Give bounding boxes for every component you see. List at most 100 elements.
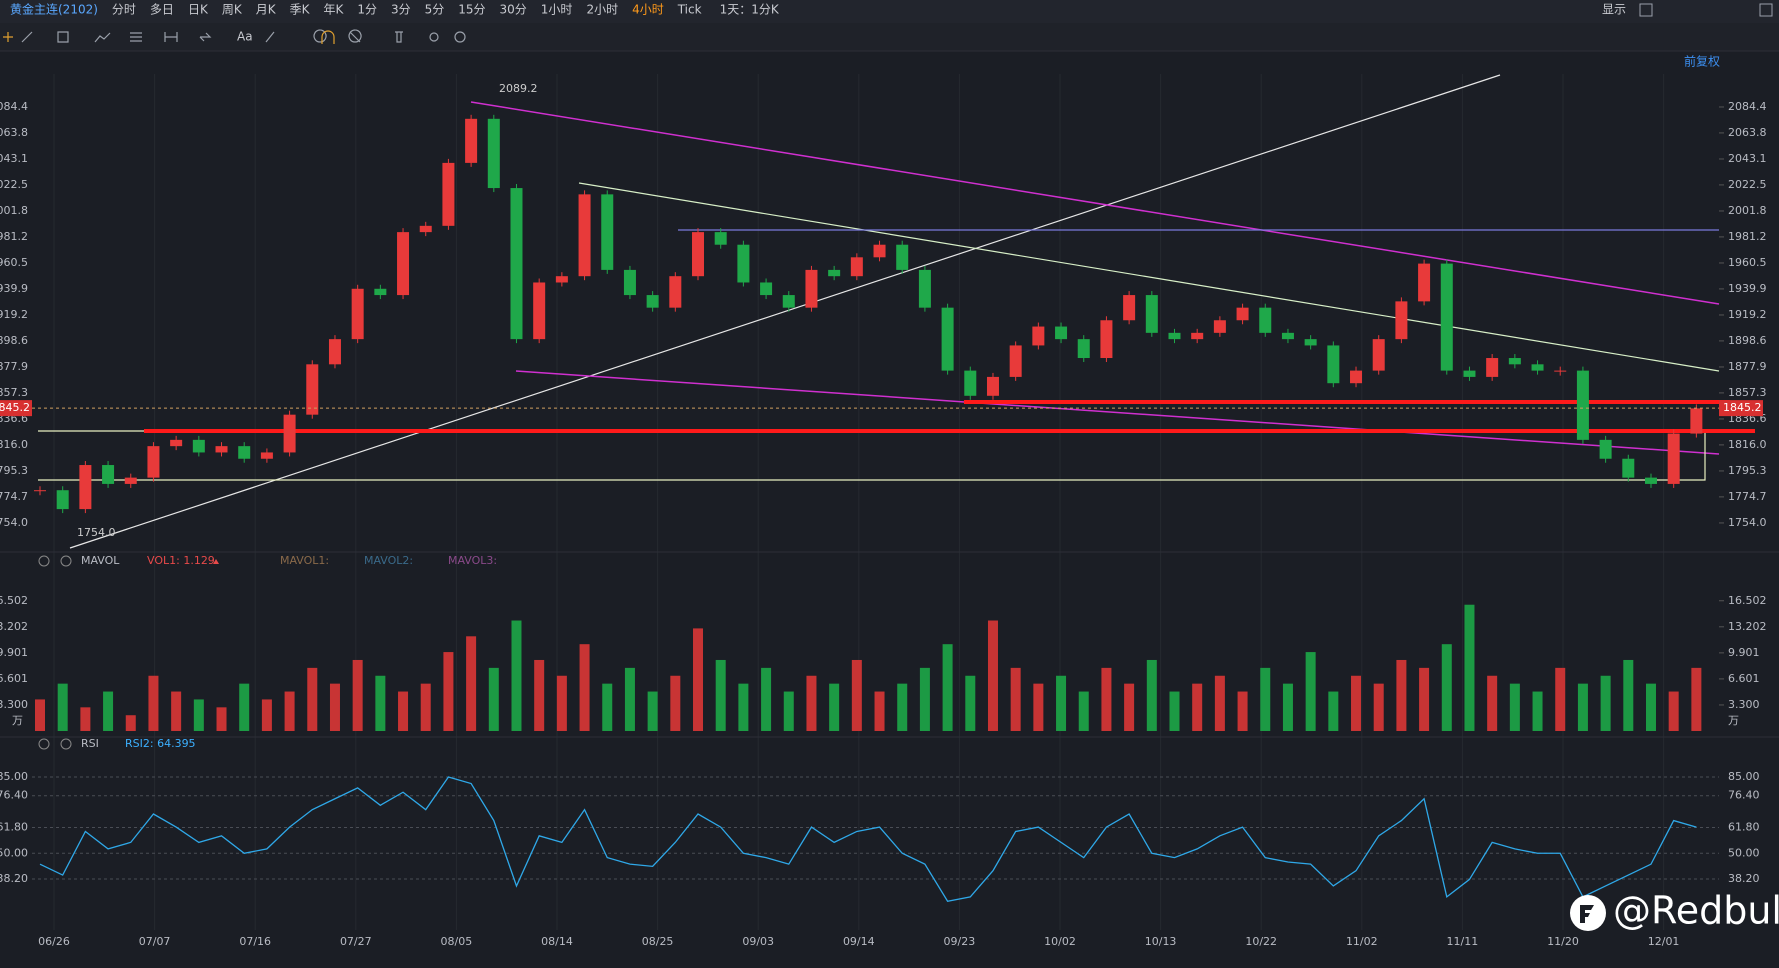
candle <box>555 276 568 283</box>
period-button[interactable]: 1小时 <box>541 3 573 17</box>
y-tick-label: 2063.8 <box>0 126 28 139</box>
candle <box>419 225 432 233</box>
volume-bar <box>148 675 159 731</box>
volume-bar <box>1305 652 1316 731</box>
y-tick-label: 1774.7 <box>0 490 28 503</box>
volume-name[interactable]: MAVOL <box>81 554 120 567</box>
y-tick-label: 1857.3 <box>0 386 28 399</box>
settings-icon[interactable] <box>38 738 50 750</box>
date-label: 06/26 <box>38 935 70 948</box>
candle <box>1009 345 1022 377</box>
period-button[interactable]: 30分 <box>500 3 527 17</box>
candle <box>487 118 500 189</box>
volume-bar <box>1328 691 1339 731</box>
y-tick-label: 2043.1 <box>0 152 28 165</box>
y-tick-label: 1754.0 <box>0 516 28 529</box>
volume-bar <box>693 628 704 731</box>
text-tool[interactable]: Aa <box>237 30 253 44</box>
candle <box>124 477 137 484</box>
volume-bar <box>1623 659 1634 731</box>
volume-bar <box>1237 691 1248 731</box>
period-button[interactable]: 1分 <box>357 3 377 17</box>
volume-bar <box>1033 683 1044 731</box>
y-tick-label: 3.300 <box>1728 698 1760 711</box>
display-menu[interactable]: 显示 <box>1602 3 1626 17</box>
period-button[interactable]: 分时 <box>112 3 136 17</box>
candle <box>328 339 341 365</box>
period-button[interactable]: 年K <box>323 3 344 17</box>
candle <box>896 244 909 270</box>
date-label: 11/02 <box>1346 935 1378 948</box>
period-button[interactable]: 5分 <box>425 3 445 17</box>
y-tick-label: 2001.8 <box>1728 204 1767 217</box>
period-button[interactable]: 4小时 <box>632 3 664 17</box>
candle <box>1644 477 1657 484</box>
volume-bar <box>1373 683 1384 731</box>
date-label: 11/20 <box>1547 935 1579 948</box>
y-tick-label: 2022.5 <box>0 178 28 191</box>
volume-bar <box>1351 675 1362 731</box>
volume-bar <box>1214 675 1225 731</box>
volume-bar <box>80 707 91 731</box>
volume-bar <box>261 699 272 731</box>
date-label: 10/13 <box>1145 935 1177 948</box>
period-button[interactable]: 15分 <box>458 3 485 17</box>
volume-bar <box>761 667 772 731</box>
y-tick-label: 1919.2 <box>0 308 28 321</box>
volume-bar <box>806 675 817 731</box>
y-tick-label: 3.300 <box>0 698 28 711</box>
y-tick-label: 1877.9 <box>0 360 28 373</box>
price-panel: 2084.4 2084.4 2063.8 2063.8 2043.1 2043.1 2022… <box>0 82 1767 539</box>
volume-bar <box>829 683 840 731</box>
adjust-mode[interactable]: 前复权 <box>1684 54 1720 69</box>
drawing-tools[interactable] <box>3 29 466 44</box>
volume-bar <box>1532 691 1543 731</box>
symbol[interactable]: 黄金主连(2102) <box>10 2 98 17</box>
period-button[interactable]: 多日 <box>150 3 174 17</box>
close-icon[interactable] <box>60 738 72 750</box>
last-price-label: 1845.2 <box>1723 401 1762 414</box>
volume-bar <box>1124 683 1135 731</box>
volume-bar <box>1146 659 1157 731</box>
icon[interactable] <box>1639 3 1653 17</box>
candle <box>1372 339 1385 371</box>
volume-bar <box>284 691 295 731</box>
period-button[interactable]: 3分 <box>391 3 411 17</box>
y-tick-label: 1981.2 <box>1728 230 1767 243</box>
volume-bar <box>466 636 477 731</box>
period-button[interactable]: 月K <box>256 3 277 17</box>
period-button[interactable]: Tick <box>677 3 702 17</box>
volume-bar <box>556 675 567 731</box>
candle <box>692 232 705 277</box>
y-tick-label: 1857.3 <box>1728 386 1767 399</box>
y-tick-label: 16.502 <box>0 594 28 607</box>
candle <box>1077 339 1090 359</box>
date-label: 09/23 <box>944 935 976 948</box>
candle <box>850 257 863 277</box>
period-button[interactable]: 2小时 <box>586 3 618 17</box>
volume-bar <box>579 644 590 731</box>
range-menu[interactable]: 1天：1分K <box>720 3 780 17</box>
date-label: 08/05 <box>441 935 473 948</box>
candle <box>828 269 841 277</box>
candle <box>1508 358 1521 365</box>
rsi-name[interactable]: RSI <box>81 737 99 750</box>
candle <box>442 162 455 226</box>
candle <box>465 118 478 163</box>
volume-bar <box>239 683 250 731</box>
settings-icon[interactable] <box>38 555 50 567</box>
candle <box>283 414 296 453</box>
y-tick-label: 1877.9 <box>1728 360 1767 373</box>
y-tick-label: 1960.5 <box>1728 256 1767 269</box>
period-button[interactable]: 周K <box>222 3 243 17</box>
close-icon[interactable] <box>60 555 72 567</box>
icon[interactable] <box>1759 3 1773 17</box>
volume-bar <box>375 675 386 731</box>
period-button[interactable]: 季K <box>290 3 311 17</box>
period-button[interactable]: 日K <box>188 3 209 17</box>
y-tick-label: 38.20 <box>1728 872 1760 885</box>
y-tick-label: 1795.3 <box>1728 464 1767 477</box>
volume-bar <box>1396 659 1407 731</box>
volume-bar <box>443 652 454 731</box>
